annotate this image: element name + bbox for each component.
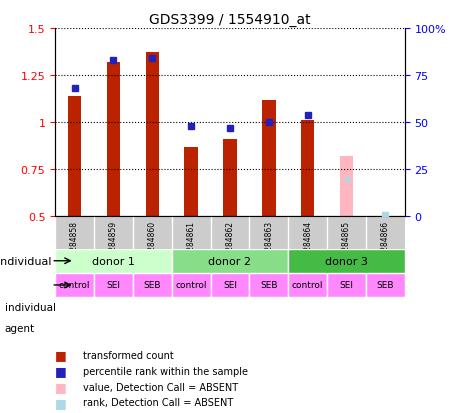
Title: GDS3399 / 1554910_at: GDS3399 / 1554910_at: [149, 12, 310, 26]
Text: control: control: [291, 281, 323, 290]
Bar: [300, 121, 314, 217]
Bar: [339, 157, 353, 217]
Text: donor 2: donor 2: [208, 256, 251, 266]
Bar: [262, 100, 275, 217]
FancyBboxPatch shape: [288, 273, 326, 297]
FancyBboxPatch shape: [249, 273, 288, 297]
Text: control: control: [59, 281, 90, 290]
Text: ■: ■: [55, 349, 67, 362]
FancyBboxPatch shape: [365, 273, 404, 297]
Text: ■: ■: [55, 380, 67, 393]
FancyBboxPatch shape: [55, 249, 171, 273]
Text: percentile rank within the sample: percentile rank within the sample: [83, 366, 247, 376]
Text: GSM284861: GSM284861: [186, 220, 195, 266]
FancyBboxPatch shape: [171, 249, 288, 273]
Text: SEI: SEI: [339, 281, 353, 290]
Text: GSM284864: GSM284864: [302, 220, 312, 266]
Text: value, Detection Call = ABSENT: value, Detection Call = ABSENT: [83, 382, 237, 392]
Text: individual: individual: [5, 303, 56, 313]
Text: donor 3: donor 3: [325, 256, 367, 266]
Text: GSM284859: GSM284859: [109, 220, 118, 266]
FancyBboxPatch shape: [210, 273, 249, 297]
Text: GSM284863: GSM284863: [264, 220, 273, 266]
Text: donor 1: donor 1: [92, 256, 134, 266]
Text: rank, Detection Call = ABSENT: rank, Detection Call = ABSENT: [83, 397, 233, 407]
Text: SEI: SEI: [223, 281, 236, 290]
Text: agent: agent: [5, 323, 34, 333]
Text: control: control: [175, 281, 207, 290]
Bar: [223, 140, 236, 217]
Text: GSM284866: GSM284866: [380, 220, 389, 266]
FancyBboxPatch shape: [288, 249, 404, 273]
Text: GSM284862: GSM284862: [225, 220, 234, 266]
Text: GSM284865: GSM284865: [341, 220, 350, 266]
Text: GSM284858: GSM284858: [70, 220, 79, 266]
FancyBboxPatch shape: [171, 273, 210, 297]
Text: SEB: SEB: [376, 281, 393, 290]
Bar: [184, 147, 197, 217]
Text: transformed count: transformed count: [83, 350, 173, 360]
FancyBboxPatch shape: [94, 273, 133, 297]
FancyBboxPatch shape: [326, 273, 365, 297]
Text: GSM284860: GSM284860: [147, 220, 157, 266]
Text: ■: ■: [55, 364, 67, 377]
FancyBboxPatch shape: [55, 273, 94, 297]
Text: SEB: SEB: [259, 281, 277, 290]
Text: individual: individual: [0, 256, 55, 266]
Text: ■: ■: [55, 396, 67, 409]
Text: SEB: SEB: [143, 281, 161, 290]
Text: SEI: SEI: [106, 281, 120, 290]
FancyBboxPatch shape: [133, 273, 171, 297]
Bar: [145, 53, 159, 217]
Bar: [106, 63, 120, 217]
Bar: [67, 97, 81, 217]
